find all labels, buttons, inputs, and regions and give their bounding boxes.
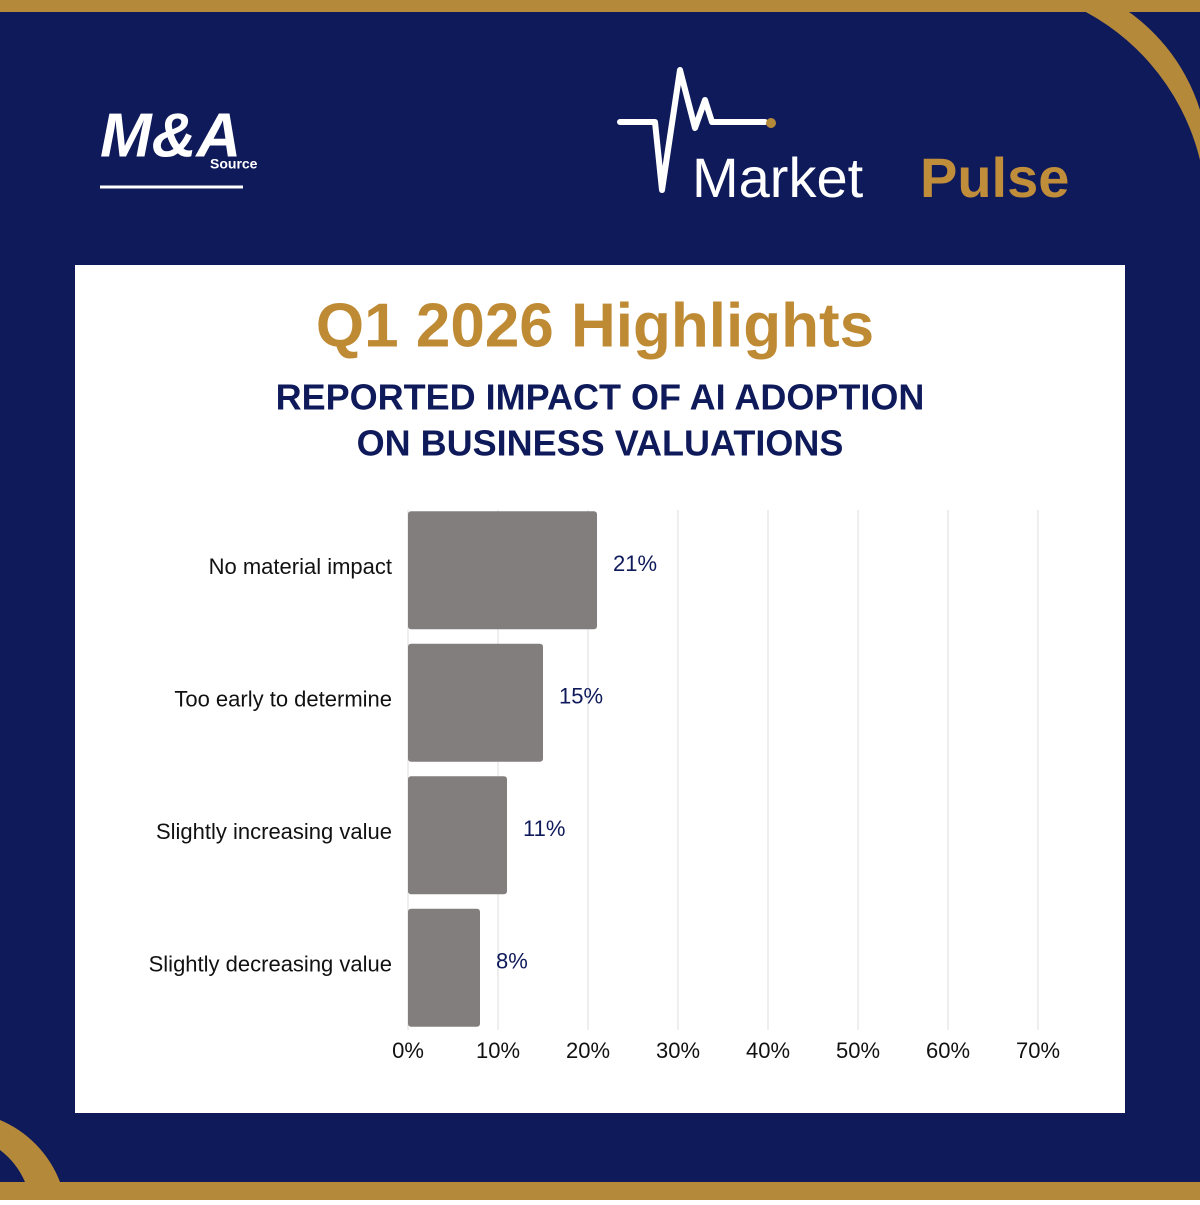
- x-tick-label: 20%: [566, 1038, 610, 1063]
- brand-word: Pulse: [920, 146, 1069, 209]
- y-tick-label: Too early to determine: [174, 687, 392, 712]
- bar: [408, 643, 543, 762]
- x-tick-label: 40%: [746, 1038, 790, 1063]
- plot: 0% 10% 20% 30% 40% 50% 60% 70% No material impac…: [149, 510, 1060, 1063]
- brand-word: Market: [692, 146, 864, 209]
- pulse-dot: [766, 118, 776, 128]
- chart-subtitle: REPORTED IMPACT OF AI ADOPTION: [276, 377, 925, 418]
- y-tick-label: Slightly decreasing value: [149, 952, 392, 977]
- bar: [408, 776, 507, 895]
- y-tick-label: No material impact: [209, 554, 392, 579]
- corner-arc: [1060, 0, 1200, 160]
- x-tick-label: 0%: [392, 1038, 424, 1063]
- chart-subtitle: ON BUSINESS VALUATIONS: [357, 423, 844, 464]
- x-tick-label: 50%: [836, 1038, 880, 1063]
- logo: M&A: [100, 101, 241, 170]
- x-tick-label: 70%: [1016, 1038, 1060, 1063]
- value-label: 11%: [523, 816, 565, 841]
- bar: [408, 511, 597, 630]
- x-tick-label: 10%: [476, 1038, 520, 1063]
- panel: [75, 265, 1125, 1113]
- value-label: 21%: [613, 551, 657, 576]
- chart-title: Q1 2026 Highlights: [316, 291, 874, 360]
- x-tick-label: 60%: [926, 1038, 970, 1063]
- corner-arc: [0, 1120, 60, 1182]
- value-label: 15%: [559, 684, 603, 709]
- bar: [408, 908, 480, 1027]
- pulse-icon: [617, 67, 768, 193]
- value-label: 8%: [496, 949, 528, 974]
- y-tick-label: Slightly increasing value: [156, 819, 392, 844]
- x-tick-label: 30%: [656, 1038, 700, 1063]
- logo-sub: Source: [210, 156, 258, 172]
